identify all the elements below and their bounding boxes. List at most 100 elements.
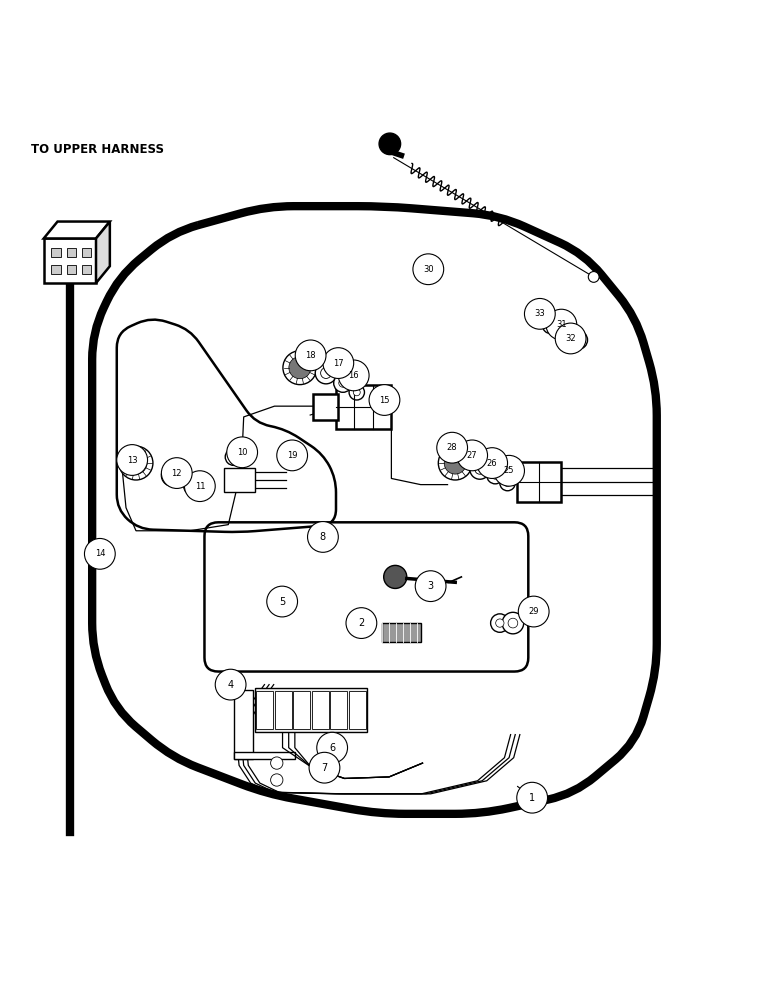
Text: 11: 11: [195, 482, 205, 491]
Text: 28: 28: [447, 443, 458, 452]
Bar: [44, 238, 96, 283]
Circle shape: [438, 446, 472, 480]
Circle shape: [167, 470, 178, 481]
Bar: [349, 691, 366, 729]
Circle shape: [413, 254, 444, 285]
Text: 4: 4: [228, 680, 234, 690]
Circle shape: [307, 522, 338, 552]
Circle shape: [117, 445, 147, 475]
Circle shape: [555, 323, 586, 354]
Text: 16: 16: [348, 371, 359, 380]
Circle shape: [346, 608, 377, 638]
Text: 17: 17: [333, 359, 344, 368]
Bar: [256, 691, 273, 729]
Circle shape: [267, 586, 297, 617]
Text: 6: 6: [329, 743, 335, 753]
Text: 14: 14: [95, 549, 105, 558]
Circle shape: [499, 475, 515, 491]
Circle shape: [496, 619, 504, 627]
Text: 15: 15: [379, 396, 390, 405]
Text: 3: 3: [428, 581, 434, 591]
Bar: [82, 265, 91, 274]
Circle shape: [444, 452, 466, 474]
Text: 19: 19: [287, 451, 297, 460]
Polygon shape: [96, 222, 110, 283]
Circle shape: [493, 455, 524, 486]
Bar: [275, 691, 292, 729]
Circle shape: [320, 368, 331, 378]
Circle shape: [369, 385, 400, 415]
Bar: [256, 688, 367, 732]
Text: 26: 26: [487, 459, 497, 468]
Circle shape: [338, 360, 369, 391]
Circle shape: [119, 446, 153, 480]
Bar: [313, 394, 337, 420]
Circle shape: [574, 336, 582, 344]
Circle shape: [309, 752, 340, 783]
Text: 29: 29: [529, 607, 539, 616]
Text: 13: 13: [127, 456, 137, 465]
Circle shape: [289, 357, 311, 379]
Text: 33: 33: [534, 309, 545, 318]
Text: 8: 8: [320, 532, 326, 542]
Circle shape: [184, 478, 201, 495]
Circle shape: [470, 459, 490, 479]
Circle shape: [277, 440, 307, 471]
Bar: [516, 462, 561, 502]
Circle shape: [295, 340, 326, 371]
Circle shape: [518, 596, 549, 627]
Bar: [52, 265, 61, 274]
Circle shape: [271, 774, 283, 786]
Text: 7: 7: [321, 763, 327, 773]
Text: 32: 32: [565, 334, 576, 343]
Bar: [330, 691, 347, 729]
Bar: [82, 248, 91, 257]
Text: 1: 1: [529, 793, 535, 803]
Circle shape: [502, 612, 523, 634]
Circle shape: [508, 618, 518, 628]
Bar: [52, 248, 61, 257]
Circle shape: [487, 467, 503, 484]
Bar: [312, 691, 329, 729]
Circle shape: [227, 437, 258, 468]
Circle shape: [560, 328, 569, 337]
Bar: [234, 690, 253, 759]
Bar: [66, 265, 76, 274]
Text: 31: 31: [556, 320, 567, 329]
Bar: [293, 691, 310, 729]
Circle shape: [185, 471, 215, 502]
Circle shape: [215, 669, 246, 700]
Circle shape: [504, 480, 511, 487]
Circle shape: [188, 482, 196, 490]
Circle shape: [547, 320, 556, 329]
Bar: [234, 752, 295, 759]
Circle shape: [491, 614, 509, 632]
Circle shape: [283, 351, 317, 385]
Text: 5: 5: [279, 597, 286, 607]
Bar: [225, 468, 256, 492]
Polygon shape: [44, 222, 110, 238]
Circle shape: [315, 362, 337, 384]
Text: TO UPPER HARNESS: TO UPPER HARNESS: [31, 143, 164, 156]
Circle shape: [161, 465, 183, 486]
Circle shape: [537, 312, 543, 319]
Text: 2: 2: [358, 618, 364, 628]
Circle shape: [475, 464, 485, 474]
Circle shape: [437, 432, 468, 463]
Circle shape: [161, 458, 192, 488]
Bar: [382, 623, 421, 642]
Circle shape: [84, 538, 115, 569]
Circle shape: [229, 453, 238, 461]
Circle shape: [542, 315, 560, 334]
Circle shape: [317, 732, 347, 763]
Circle shape: [379, 133, 401, 155]
Circle shape: [492, 472, 499, 479]
Circle shape: [339, 379, 347, 387]
Text: 10: 10: [237, 448, 247, 457]
Circle shape: [384, 565, 407, 588]
Circle shape: [415, 571, 446, 602]
Circle shape: [477, 448, 507, 478]
Text: 18: 18: [305, 351, 316, 360]
Circle shape: [334, 374, 352, 392]
Text: 25: 25: [504, 466, 514, 475]
